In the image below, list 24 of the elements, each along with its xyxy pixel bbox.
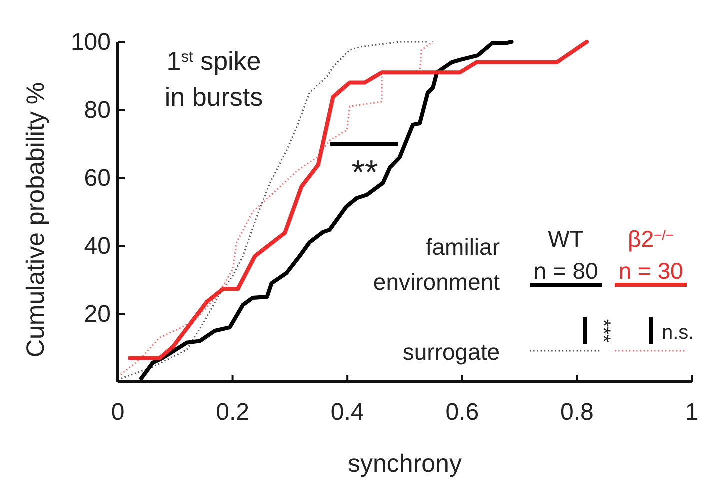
annotation: n.s. xyxy=(662,322,694,344)
x-axis-title: synchrony xyxy=(348,450,462,478)
annotation: familiar environment xyxy=(373,234,501,295)
annotation: ** xyxy=(352,154,378,192)
line-series xyxy=(140,40,514,381)
y-tick-label: 20 xyxy=(84,301,111,328)
y-tick-label: 60 xyxy=(84,165,111,192)
text: β2$^{−/−}$ xyxy=(628,226,674,252)
y-tick-label: 80 xyxy=(84,97,111,124)
x-tick-label: 0 xyxy=(111,399,125,426)
text: WT xyxy=(548,226,584,252)
annotation: n = 30 xyxy=(618,258,684,284)
y-axis-title: Cumulative probability % xyxy=(22,82,50,358)
y-tick-label: 40 xyxy=(84,233,111,260)
annotation: n = 80 xyxy=(534,258,598,284)
x-tick-label: 0.8 xyxy=(560,399,594,426)
x-tick-label: 0.6 xyxy=(446,399,480,426)
x-tick-label: 0.2 xyxy=(216,399,250,426)
x-tick-label: 1 xyxy=(685,399,699,426)
annotation: 1$^{st}$ spike in bursts xyxy=(164,46,264,112)
annotation: surrogate xyxy=(402,339,500,365)
y-tick-label: 100 xyxy=(70,29,111,56)
x-tick-label: 0.4 xyxy=(330,399,364,426)
annotation: *** xyxy=(592,319,614,343)
